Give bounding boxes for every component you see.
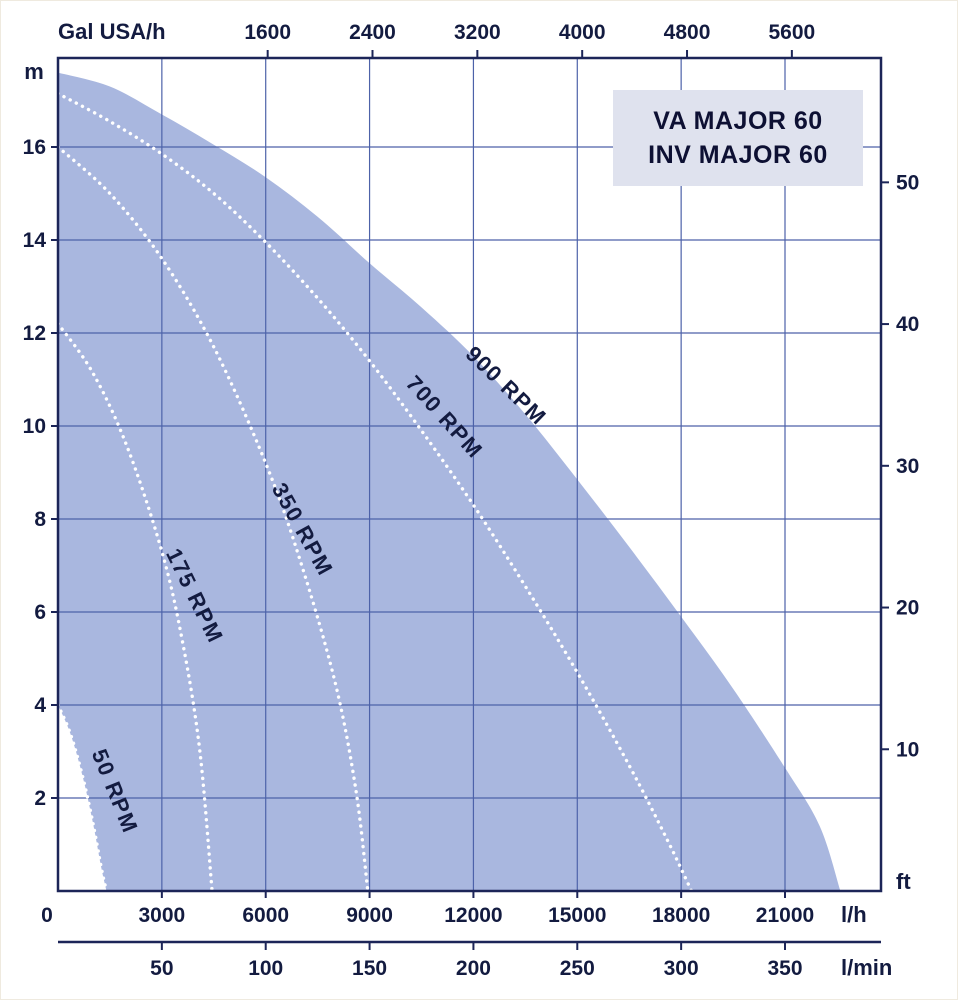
bottom-tick-label-9000: 9000: [346, 904, 393, 927]
bottom-tick-label-3000: 3000: [138, 904, 185, 927]
left-tick-label-8: 8: [34, 508, 46, 531]
left-tick-label-10: 10: [23, 415, 46, 438]
bottom-tick-label-18000: 18000: [652, 904, 710, 927]
top-tick-label-1600: 1600: [244, 21, 291, 44]
left-tick-label-2: 2: [34, 787, 46, 810]
plot-frame: [56, 56, 883, 893]
model-title-line2: INV MAJOR 60: [648, 140, 828, 169]
lmin-tick-label-300: 300: [664, 957, 699, 980]
bottom-axis-unit-label: l/h: [841, 902, 867, 927]
right-tick-label-10: 10: [896, 738, 919, 761]
bottom-tick-label-0: 0: [41, 904, 53, 927]
left-tick-label-14: 14: [23, 229, 47, 252]
bottom-tick-label-15000: 15000: [548, 904, 606, 927]
model-title-box: VA MAJOR 60 INV MAJOR 60: [613, 90, 863, 186]
left-tick-label-6: 6: [34, 601, 46, 624]
lmin-tick-label-150: 150: [352, 957, 387, 980]
top-tick-label-5600: 5600: [769, 21, 816, 44]
lmin-tick-label-200: 200: [456, 957, 491, 980]
lmin-tick-label-50: 50: [150, 957, 173, 980]
bottom-tick-label-21000: 21000: [756, 904, 814, 927]
left-tick-label-16: 16: [23, 136, 46, 159]
lmin-axis-unit-label: l/min: [841, 955, 892, 980]
right-tick-label-20: 20: [896, 597, 919, 620]
model-title-line1: VA MAJOR 60: [653, 106, 823, 135]
left-tick-label-4: 4: [34, 694, 46, 717]
right-axis-unit-label: ft: [896, 869, 911, 894]
bottom-tick-label-12000: 12000: [444, 904, 502, 927]
lmin-tick-label-350: 350: [767, 957, 802, 980]
curve-175-rpm: [56, 322, 214, 893]
curve-50-rpm: [56, 703, 109, 893]
lmin-tick-label-100: 100: [248, 957, 283, 980]
curve-700-rpm: [56, 91, 694, 893]
top-tick-label-2400: 2400: [349, 21, 396, 44]
axis-ticks: [51, 50, 889, 950]
right-tick-label-50: 50: [896, 171, 919, 194]
top-tick-label-4000: 4000: [559, 21, 606, 44]
top-axis-unit-label: Gal USA/h: [58, 19, 166, 44]
operating-envelope-fill: [58, 72, 841, 892]
right-tick-label-30: 30: [896, 455, 919, 478]
curve-350-rpm: [56, 145, 370, 893]
left-axis-unit-label: m: [24, 59, 44, 84]
top-tick-label-3200: 3200: [454, 21, 501, 44]
left-tick-label-12: 12: [23, 322, 46, 345]
top-tick-label-4800: 4800: [664, 21, 711, 44]
lmin-tick-label-250: 250: [560, 957, 595, 980]
bottom-tick-label-6000: 6000: [242, 904, 289, 927]
right-tick-label-40: 40: [896, 313, 919, 336]
grid-lines: [58, 58, 881, 891]
